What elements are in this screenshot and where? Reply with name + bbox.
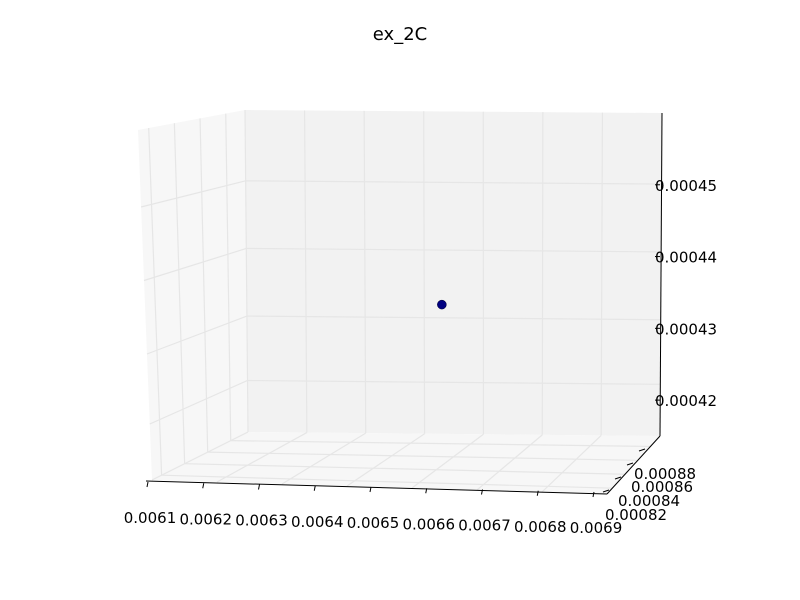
y-tick-mark	[602, 489, 610, 493]
z-axis-ticks: 0.00042 0.00043 0.00044 0.00045	[655, 177, 717, 410]
x-tick-mark	[425, 488, 428, 494]
x-tick-label: 0.0064	[291, 513, 344, 531]
grid-line	[247, 379, 661, 385]
grid-line	[244, 109, 249, 433]
x-tick-mark	[146, 481, 149, 488]
grid-line	[363, 110, 367, 434]
y-tick-label: 0.00088	[634, 465, 696, 483]
y-tick-mark	[626, 462, 634, 466]
x-tick-mark	[202, 483, 205, 489]
x-tick-mark	[369, 486, 372, 493]
grid-line	[143, 247, 247, 282]
grid-line	[600, 112, 604, 436]
x-tick-label: 0.0063	[235, 512, 288, 530]
grid-line	[148, 127, 163, 476]
y-tick-label: 0.00086	[631, 478, 693, 496]
x-tick-label: 0.0068	[514, 518, 567, 536]
grid-line	[161, 474, 613, 489]
grid-line	[146, 315, 248, 355]
grid-line	[246, 315, 661, 321]
grid-line	[151, 431, 249, 481]
x-tick-label: 0.0066	[403, 515, 456, 533]
left-pane	[138, 110, 248, 480]
grid-line	[346, 433, 425, 487]
y-tick-label: 0.00084	[618, 492, 680, 510]
grid-line	[230, 440, 651, 448]
x-axis-ticks: 0.0061 0.0062 0.0063 0.0064 0.0065 0.0066 0.00…	[124, 481, 623, 537]
z-tick-label: 0.00045	[655, 177, 717, 195]
grid-line	[541, 112, 544, 435]
grid-line	[225, 113, 232, 441]
x-tick-mark	[258, 484, 260, 490]
grid-line	[140, 180, 246, 208]
x-tick-mark	[592, 491, 595, 498]
grid-line	[199, 118, 209, 453]
grid-line	[149, 379, 248, 425]
y-tick-label: 0.00082	[605, 506, 667, 524]
back-pane	[245, 110, 662, 436]
z-tick-label: 0.00043	[655, 320, 717, 338]
grid-line	[246, 247, 662, 253]
chart-title: ex_2C	[373, 24, 427, 45]
data-point	[437, 299, 447, 310]
x-tick-mark	[313, 485, 316, 491]
grid-line	[411, 433, 484, 489]
grid-line	[184, 463, 626, 475]
grid-line	[173, 123, 186, 464]
x-axis-line	[145, 480, 608, 495]
grid-line	[476, 434, 543, 491]
z-tick-label: 0.00042	[655, 392, 717, 410]
data-points	[437, 299, 447, 310]
x-tick-label: 0.0069	[570, 519, 623, 537]
grid-line	[281, 432, 367, 485]
z-axis-line	[659, 112, 663, 437]
grid-line	[216, 432, 308, 483]
grid-line	[245, 180, 662, 185]
x-tick-mark	[481, 489, 483, 495]
x-tick-label: 0.0065	[347, 514, 400, 532]
y-axis-line	[606, 435, 661, 495]
grid-line	[423, 111, 426, 434]
grid-line	[303, 110, 308, 433]
y-tick-mark	[638, 448, 646, 452]
y-tick-mark	[614, 476, 622, 480]
grid-line	[207, 451, 638, 461]
x-tick-label: 0.0061	[124, 509, 177, 527]
x-tick-mark	[536, 490, 539, 496]
grid-line	[541, 434, 602, 493]
x-tick-label: 0.0062	[180, 510, 233, 528]
z-tick-label: 0.00044	[655, 249, 717, 267]
axis-lines	[145, 112, 663, 495]
x-tick-label: 0.0067	[458, 517, 511, 535]
